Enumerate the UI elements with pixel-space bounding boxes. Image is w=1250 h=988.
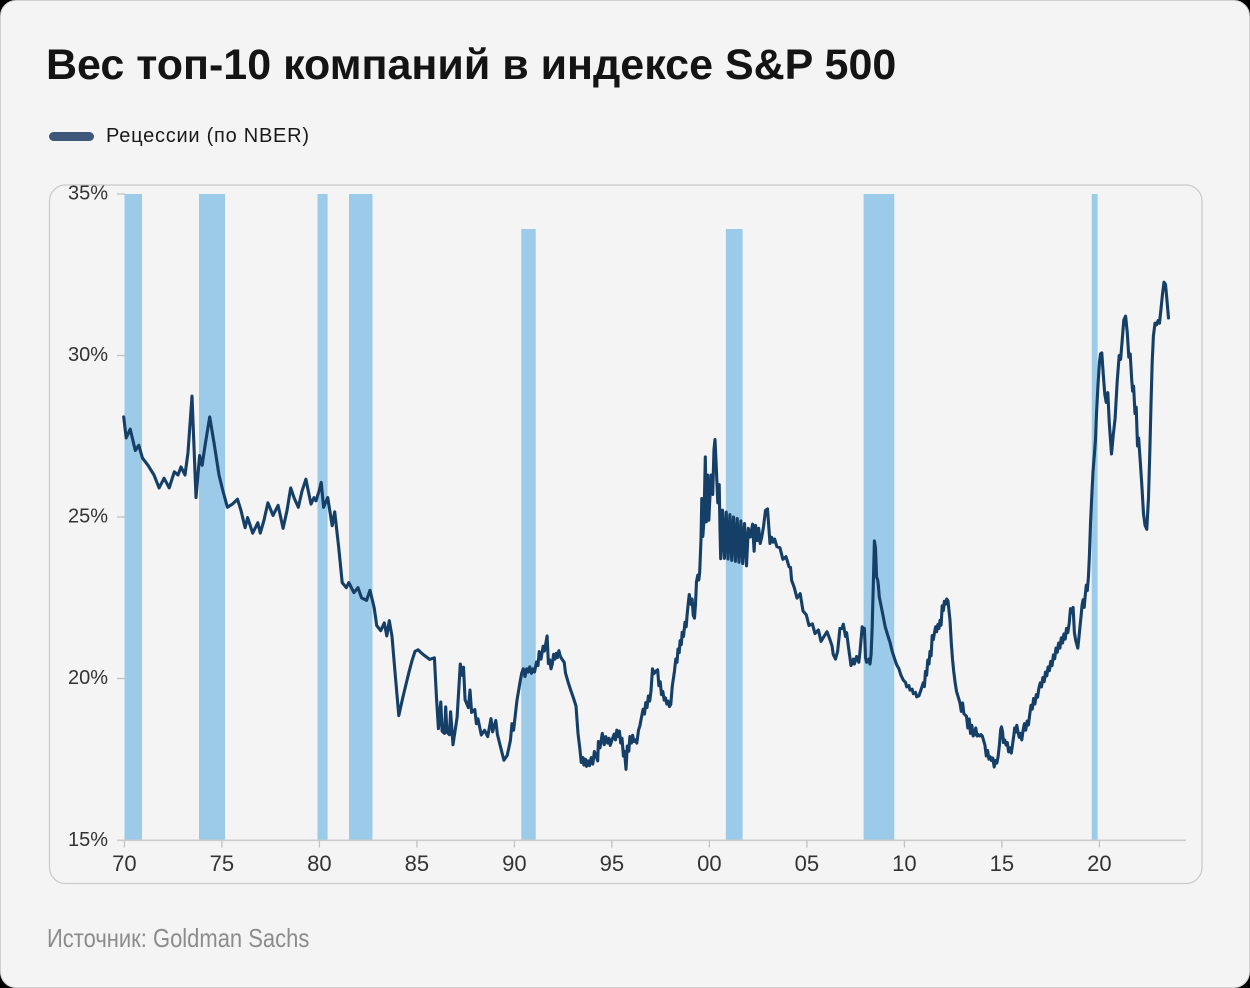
svg-text:05: 05 [795,851,819,876]
svg-text:35%: 35% [68,183,108,205]
svg-text:85: 85 [405,851,429,876]
svg-text:00: 00 [697,851,721,876]
svg-text:20: 20 [1087,851,1111,876]
svg-text:90: 90 [502,851,526,876]
svg-text:75: 75 [210,851,234,876]
svg-text:10: 10 [892,851,916,876]
svg-text:95: 95 [600,851,624,876]
svg-text:20%: 20% [68,667,108,689]
svg-text:15%: 15% [68,829,108,851]
svg-text:25%: 25% [68,506,108,528]
svg-text:80: 80 [307,851,331,876]
svg-text:30%: 30% [68,344,108,366]
svg-text:15: 15 [990,851,1014,876]
svg-text:70: 70 [112,851,136,876]
